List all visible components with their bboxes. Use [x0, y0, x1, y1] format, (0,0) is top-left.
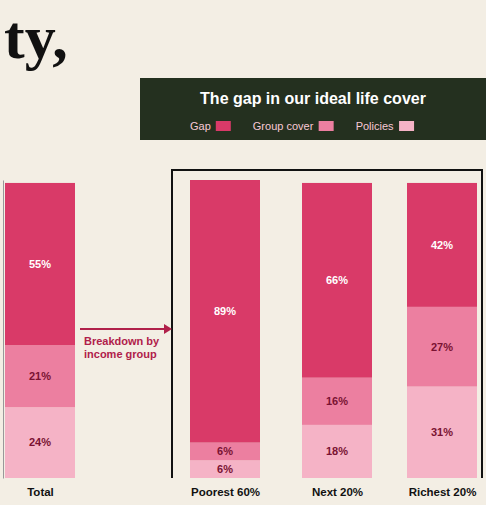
data-label: 16% [326, 395, 348, 407]
x-tick-label: Next 20% [312, 486, 363, 498]
headline: ty, [4, 3, 68, 71]
title-band [140, 78, 486, 140]
y-axis-line [3, 181, 4, 479]
x-tick-label: Richest 20% [409, 486, 477, 498]
breakdown-arrow [80, 328, 164, 330]
data-label: 31% [431, 426, 453, 438]
bar-segment [5, 183, 75, 345]
data-label: 21% [29, 370, 51, 382]
bar-segment [407, 307, 477, 387]
data-label: 6% [217, 463, 233, 475]
x-tick: Next 20% [312, 486, 363, 498]
breakdown-arrowhead [164, 324, 172, 334]
bar-segment [190, 443, 260, 461]
x-tick: Richest 20% [409, 486, 477, 498]
legend-swatch [216, 121, 231, 131]
bar-segment [407, 183, 477, 307]
data-label: 55% [29, 258, 51, 270]
legend: Gap Group cover Policies [190, 120, 414, 132]
legend-swatch [399, 121, 414, 131]
data-label: 66% [326, 274, 348, 286]
data-labels: 24% 6% 18% 31% 21% 6% 16% 27% 55% 89% 66% 42% [29, 239, 453, 475]
data-label: 89% [214, 305, 236, 317]
y-axis [3, 181, 4, 479]
legend-label: Group cover [253, 120, 314, 132]
bar-segment [5, 345, 75, 407]
breakdown-note-line: Breakdown by [84, 335, 160, 347]
data-label: 24% [29, 436, 51, 448]
bar-segment [302, 378, 372, 425]
x-tick: Total [27, 486, 54, 498]
x-tick-label: Poorest 60% [191, 486, 260, 498]
data-label: 42% [431, 239, 453, 251]
legend-label: Gap [190, 120, 211, 132]
bar-segment [302, 183, 372, 378]
data-label: 18% [326, 445, 348, 457]
bar-segment [302, 425, 372, 478]
breakdown-frame [172, 170, 482, 478]
breakdown-note-line: income group [84, 348, 157, 360]
bar-segment [190, 180, 260, 443]
chart-svg: ty, The gap in our ideal life cover Gap Gro… [0, 0, 486, 505]
data-label: 6% [217, 445, 233, 457]
bar-segment [190, 460, 260, 478]
data-label: 27% [431, 341, 453, 353]
x-tick-label: Total [27, 486, 54, 498]
legend-swatch [319, 121, 334, 131]
breakdown-note: Breakdown byincome group [84, 335, 160, 360]
x-tick: Poorest 60% [191, 486, 260, 498]
legend-item: Group cover [253, 120, 334, 132]
x-axis: Total Poorest 60% Next 20% Richest 20% [27, 486, 476, 498]
bar-segment [5, 407, 75, 478]
legend-label: Policies [356, 120, 394, 132]
bars [5, 180, 477, 478]
legend-item: Gap [190, 120, 231, 132]
title: The gap in our ideal life cover [200, 90, 426, 107]
bar-segment [407, 387, 477, 478]
legend-item: Policies [356, 120, 414, 132]
